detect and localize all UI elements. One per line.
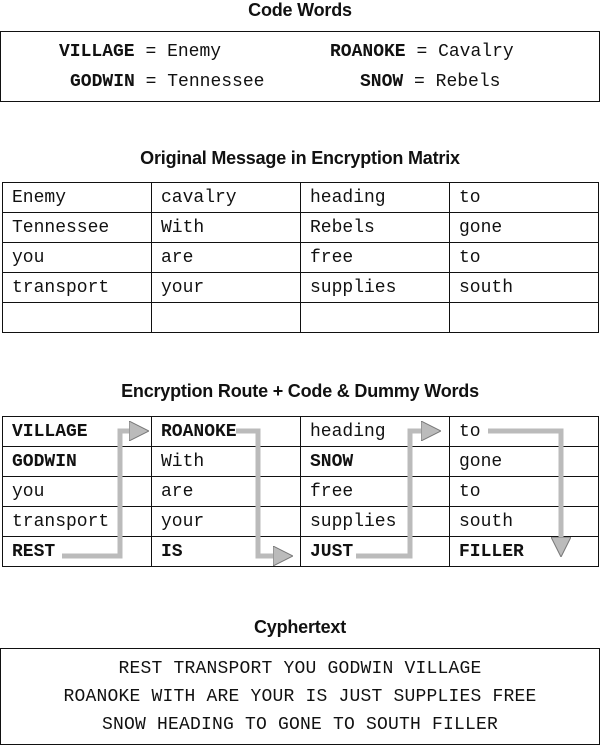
table-row: GODWIN With SNOW gone (2, 446, 599, 477)
table-cell (300, 302, 450, 333)
table-cell: gone (449, 446, 599, 477)
code-meaning: Tennessee (167, 72, 265, 92)
original-matrix-table: Enemy cavalry heading to Tennessee With … (2, 182, 599, 333)
table-row: you are free to (2, 476, 599, 507)
table-cell: Enemy (2, 182, 152, 213)
table-cell: IS (151, 536, 301, 567)
table-cell: gone (449, 212, 599, 243)
table-cell: Rebels (300, 212, 450, 243)
table-cell: you (2, 242, 152, 273)
cyphertext-line: SNOW HEADING TO GONE TO SOUTH FILLER (101, 715, 499, 735)
table-row (2, 302, 599, 333)
table-row: Tennessee With Rebels gone (2, 212, 599, 243)
code-meaning: Rebels (435, 72, 501, 92)
route-matrix-table: VILLAGE ROANOKE heading to GODWIN With S… (2, 416, 599, 567)
table-row: REST IS JUST FILLER (2, 536, 599, 567)
equals-sign: = (145, 42, 157, 62)
table-cell: Tennessee (2, 212, 152, 243)
table-row: VILLAGE ROANOKE heading to (2, 416, 599, 447)
table-cell: to (449, 416, 599, 447)
table-cell: to (449, 242, 599, 273)
equals-sign: = (414, 72, 425, 92)
code-meaning: Cavalry (438, 42, 514, 62)
table-cell: GODWIN (2, 446, 152, 477)
table-cell: south (449, 272, 599, 303)
table-cell: are (151, 476, 301, 507)
code-word-entry: VILLAGE = Enemy (59, 42, 221, 62)
table-cell: REST (2, 536, 152, 567)
table-cell: you (2, 476, 152, 507)
table-cell: south (449, 506, 599, 537)
table-cell (2, 302, 152, 333)
table-cell: transport (2, 272, 152, 303)
code-word-entry: GODWIN = Tennessee (70, 72, 264, 92)
table-cell: heading (300, 416, 450, 447)
table-cell: With (151, 446, 301, 477)
table-cell: FILLER (449, 536, 599, 567)
table-cell: ROANOKE (151, 416, 301, 447)
table-cell: free (300, 476, 450, 507)
table-cell (151, 302, 301, 333)
cyphertext-line: REST TRANSPORT YOU GODWIN VILLAGE (118, 659, 482, 679)
table-cell: With (151, 212, 301, 243)
code-word: SNOW (360, 72, 404, 92)
code-word-entry: ROANOKE = Cavalry (330, 42, 514, 62)
table-cell: transport (2, 506, 152, 537)
equals-sign: = (416, 42, 428, 62)
table-row: you are free to (2, 242, 599, 273)
table-cell: cavalry (151, 182, 301, 213)
table-row: transport your supplies south (2, 272, 599, 303)
table-cell: your (151, 506, 301, 537)
table-cell: JUST (300, 536, 450, 567)
table-cell: are (151, 242, 301, 273)
route-matrix-title: Encryption Route + Code & Dummy Words (121, 381, 479, 401)
table-cell: your (151, 272, 301, 303)
table-cell: to (449, 476, 599, 507)
table-cell: free (300, 242, 450, 273)
code-word: ROANOKE (330, 42, 406, 62)
code-meaning: Enemy (167, 42, 222, 62)
table-cell: SNOW (300, 446, 450, 477)
table-row: transport your supplies south (2, 506, 599, 537)
table-cell: VILLAGE (2, 416, 152, 447)
table-cell: heading (300, 182, 450, 213)
original-matrix-title: Original Message in Encryption Matrix (140, 148, 460, 168)
table-cell (449, 302, 599, 333)
cyphertext-title: Cyphertext (253, 617, 347, 637)
table-cell: to (449, 182, 599, 213)
cyphertext-line: ROANOKE WITH ARE YOUR IS JUST SUPPLIES F… (63, 687, 537, 707)
code-word-entry: SNOW = Rebels (360, 72, 500, 92)
table-cell: supplies (300, 506, 450, 537)
equals-sign: = (145, 72, 157, 92)
table-cell: supplies (300, 272, 450, 303)
code-word: VILLAGE (59, 42, 135, 62)
table-row: Enemy cavalry heading to (2, 182, 599, 213)
code-word: GODWIN (70, 72, 135, 92)
code-words-title: Code Words (248, 0, 352, 20)
